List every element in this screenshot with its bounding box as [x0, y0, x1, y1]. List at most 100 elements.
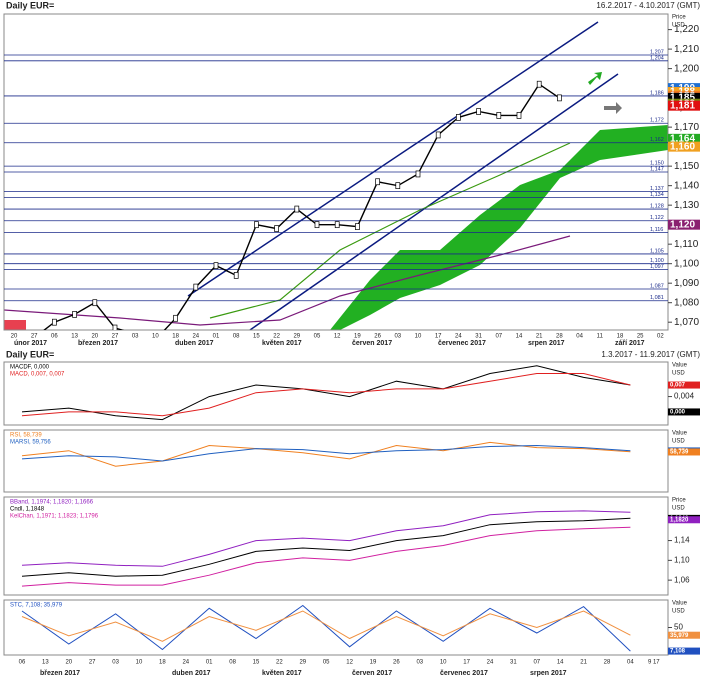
- legend-entry: MACDF, 0,000: [10, 365, 50, 371]
- x-tick-label: 14: [557, 660, 564, 666]
- level-label: 1,137: [650, 186, 664, 192]
- candle: [536, 80, 542, 88]
- price-tag: [668, 141, 700, 152]
- month-label: září 2017: [615, 340, 645, 347]
- candle: [254, 221, 259, 229]
- x-tick-label: 19: [370, 660, 377, 666]
- x-tick-label: 12: [334, 334, 341, 340]
- arrow-icon: [588, 72, 602, 85]
- candle: [72, 311, 77, 318]
- x-tick-label: 15: [253, 660, 260, 666]
- y-axis-label: Price: [672, 15, 686, 21]
- price-tag-label: 58,739: [670, 450, 689, 456]
- candle: [496, 112, 502, 119]
- series-line: [21, 373, 631, 417]
- x-tick-label: 03: [394, 334, 401, 340]
- panel-frame: [3, 429, 669, 493]
- series-line: [21, 510, 631, 567]
- series-line: [21, 517, 631, 577]
- level-label: 1,204: [650, 55, 664, 61]
- level-label: 1,105: [650, 248, 664, 254]
- level-label: 1,128: [650, 204, 664, 210]
- marker-box: [4, 320, 26, 330]
- x-tick-label: 02: [657, 334, 664, 340]
- x-tick-label: 13: [71, 334, 78, 340]
- cloud: [330, 125, 668, 330]
- month-label: červenec 2017: [440, 670, 488, 677]
- chart-subtitle: 16.2.2017 - 4.10.2017 (GMT): [596, 1, 700, 10]
- month-label: duben 2017: [172, 670, 211, 677]
- x-tick-label: 26: [393, 660, 400, 666]
- channel-line: [187, 21, 599, 297]
- channel-line: [249, 73, 619, 331]
- month-label: červen 2017: [352, 340, 392, 347]
- x-tick-label: 06: [19, 660, 26, 666]
- level-label: 1,122: [650, 215, 664, 221]
- price-tag: [668, 647, 700, 655]
- price-tag: [668, 448, 700, 456]
- y-axis-label: USD: [672, 609, 685, 615]
- month-label: duben 2017: [175, 340, 214, 347]
- candle: [375, 178, 380, 186]
- x-tick-label: 08: [233, 334, 240, 340]
- x-tick-label: 05: [314, 334, 321, 340]
- y-tick-label: 1,200: [674, 63, 699, 74]
- legend-entry: BBand, 1,1974; 1,1820; 1,1666: [10, 500, 94, 506]
- chart-title: Daily EUR=: [6, 0, 54, 10]
- y-tick-label: 1,080: [674, 297, 699, 308]
- legend-entry: MACD, 0,007, 0,007: [10, 372, 65, 378]
- x-tick-label: 05: [323, 660, 330, 666]
- month-label: červenec 2017: [438, 340, 486, 347]
- x-tick-label: 01: [213, 334, 220, 340]
- series-line: [21, 604, 631, 652]
- level-label: 1,150: [650, 161, 664, 167]
- series-line: [21, 441, 631, 467]
- candle: [557, 94, 562, 102]
- y-tick-label: 1,150: [674, 161, 699, 172]
- y-tick-label: 1,070: [674, 317, 699, 328]
- x-tick-label: 03: [112, 660, 119, 666]
- candle: [334, 221, 340, 229]
- x-tick-label: 11: [597, 334, 604, 340]
- level-label: 1,162: [650, 137, 664, 143]
- x-tick-label: 19: [354, 334, 361, 340]
- series-line: [21, 365, 631, 421]
- x-tick-label: 21: [536, 334, 543, 340]
- x-tick-label: 31: [510, 660, 517, 666]
- series-line: [21, 610, 631, 642]
- x-tick-label: 25: [637, 334, 644, 340]
- series-line: [21, 526, 631, 587]
- month-label: březen 2017: [40, 670, 80, 677]
- x-tick-label: 28: [556, 334, 563, 340]
- x-tick-label: 07: [533, 660, 540, 666]
- month-label: srpen 2017: [530, 670, 567, 677]
- x-tick-label: 22: [273, 334, 280, 340]
- price-tag: [668, 631, 700, 639]
- x-tick-label: 21: [580, 660, 587, 666]
- candle: [112, 324, 118, 330]
- y-tick-label: 1,170: [674, 122, 699, 133]
- x-tick-label: 22: [276, 660, 283, 666]
- y-tick-label: 1,140: [674, 180, 699, 191]
- candle: [456, 114, 461, 121]
- price-tag-label: 1,164: [670, 133, 695, 144]
- plot-area: [43, 80, 562, 330]
- y-tick-label: 1,100: [674, 258, 699, 269]
- month-label: květen 2017: [262, 670, 302, 677]
- y-tick-label: 50: [674, 623, 683, 632]
- candle: [294, 205, 300, 213]
- x-tick-label: 06: [51, 334, 58, 340]
- price-tag: [668, 516, 700, 524]
- candle: [92, 299, 98, 307]
- price-tag-label: 1,1820: [670, 517, 689, 523]
- price-tag: [668, 219, 700, 230]
- candle: [233, 272, 239, 279]
- x-tick-label: 27: [112, 334, 119, 340]
- candle: [355, 223, 360, 230]
- x-tick-label: 27: [89, 660, 96, 666]
- chart-subtitle: 1.3.2017 - 11.9.2017 (GMT): [601, 350, 700, 359]
- level-label: 1,087: [650, 283, 664, 289]
- chart-title: Daily EUR=: [6, 349, 54, 359]
